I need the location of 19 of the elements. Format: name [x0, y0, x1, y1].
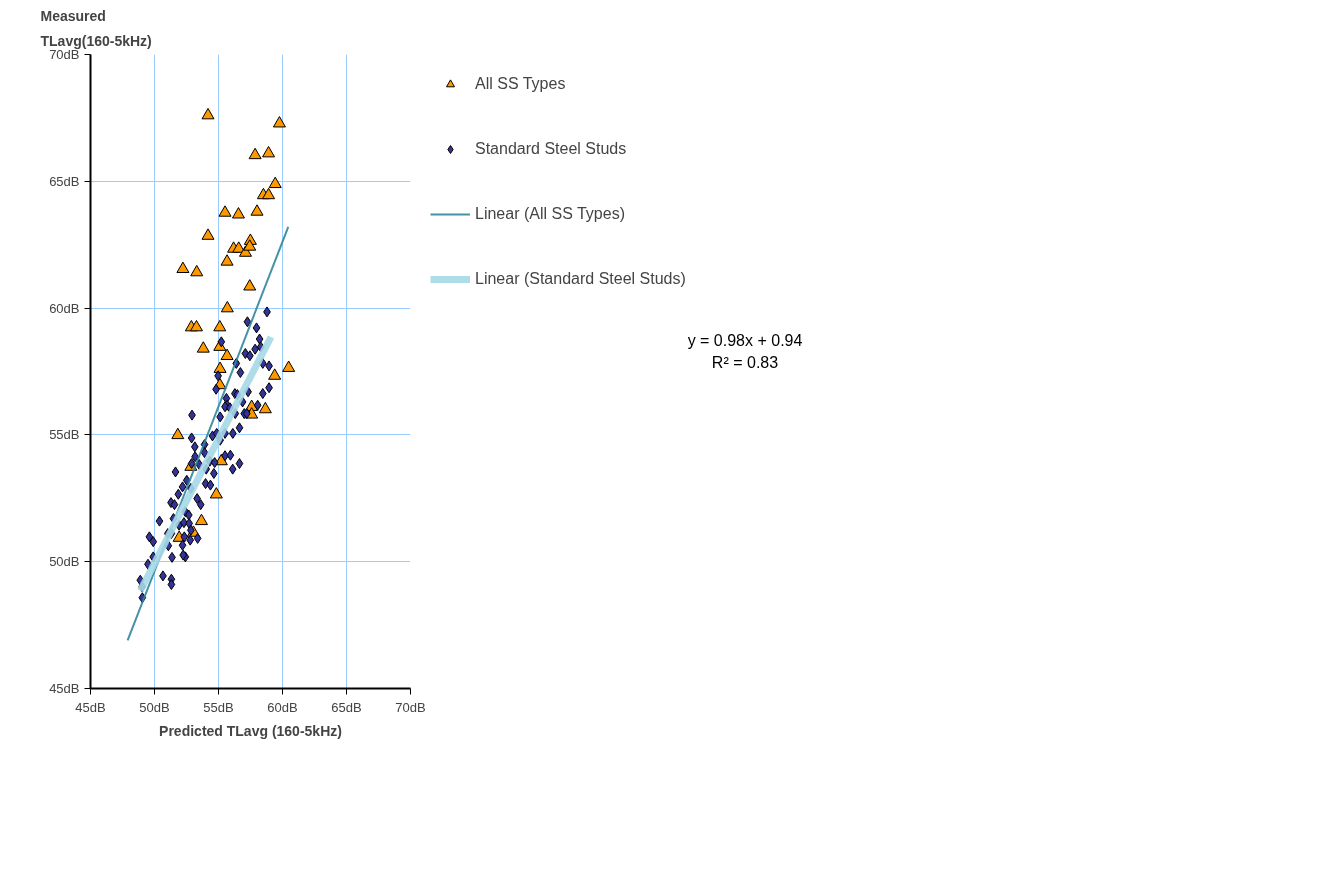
y-axis-title: Measured TLavg(160-5kHz)	[40, 7, 152, 50]
x-tick-label: 65dB	[331, 699, 362, 715]
x-tick-label: 50dB	[139, 699, 170, 715]
y-tick-label: 55dB	[49, 427, 80, 443]
x-tick-label: 60dB	[267, 699, 298, 715]
legend-label: Linear (All SS Types)	[475, 205, 626, 223]
y-tick-label: 60dB	[49, 300, 80, 316]
legend-label: All SS Types	[475, 75, 567, 93]
text: y = 0.98x + 0.94	[687, 332, 803, 349]
legend-label: Standard Steel Studs	[475, 140, 628, 158]
y-tick-label: 65dB	[49, 173, 80, 189]
x-axis-title: Predicted TLavg (160-5kHz)	[159, 722, 342, 739]
y-tick-label: 45dB	[49, 681, 80, 696]
x-tick-label: 45dB	[75, 699, 106, 715]
x-tick-label: 70dB	[395, 699, 426, 715]
x-tick-label: 55dB	[203, 699, 234, 715]
y-tick-label: 50dB	[49, 554, 80, 570]
text: R² = 0.83	[711, 354, 779, 372]
legend-label: Linear (Standard Steel Studs)	[475, 270, 687, 288]
